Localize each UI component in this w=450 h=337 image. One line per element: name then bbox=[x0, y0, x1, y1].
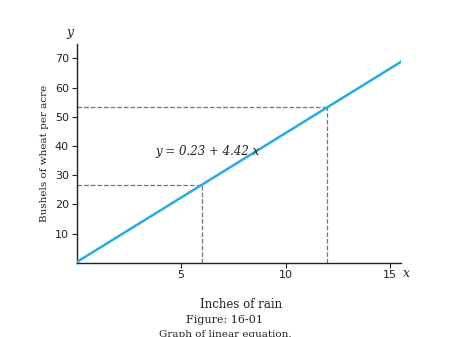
Y-axis label: Bushels of wheat per acre: Bushels of wheat per acre bbox=[40, 85, 49, 222]
Text: Inches of rain: Inches of rain bbox=[200, 298, 282, 311]
Text: y: y bbox=[67, 26, 74, 39]
Text: y = 0.23 + 4.42 x: y = 0.23 + 4.42 x bbox=[156, 145, 260, 158]
Text: x: x bbox=[403, 267, 410, 280]
Text: Figure: 16-01: Figure: 16-01 bbox=[186, 315, 264, 325]
Text: Graph of linear equation.: Graph of linear equation. bbox=[159, 330, 291, 337]
